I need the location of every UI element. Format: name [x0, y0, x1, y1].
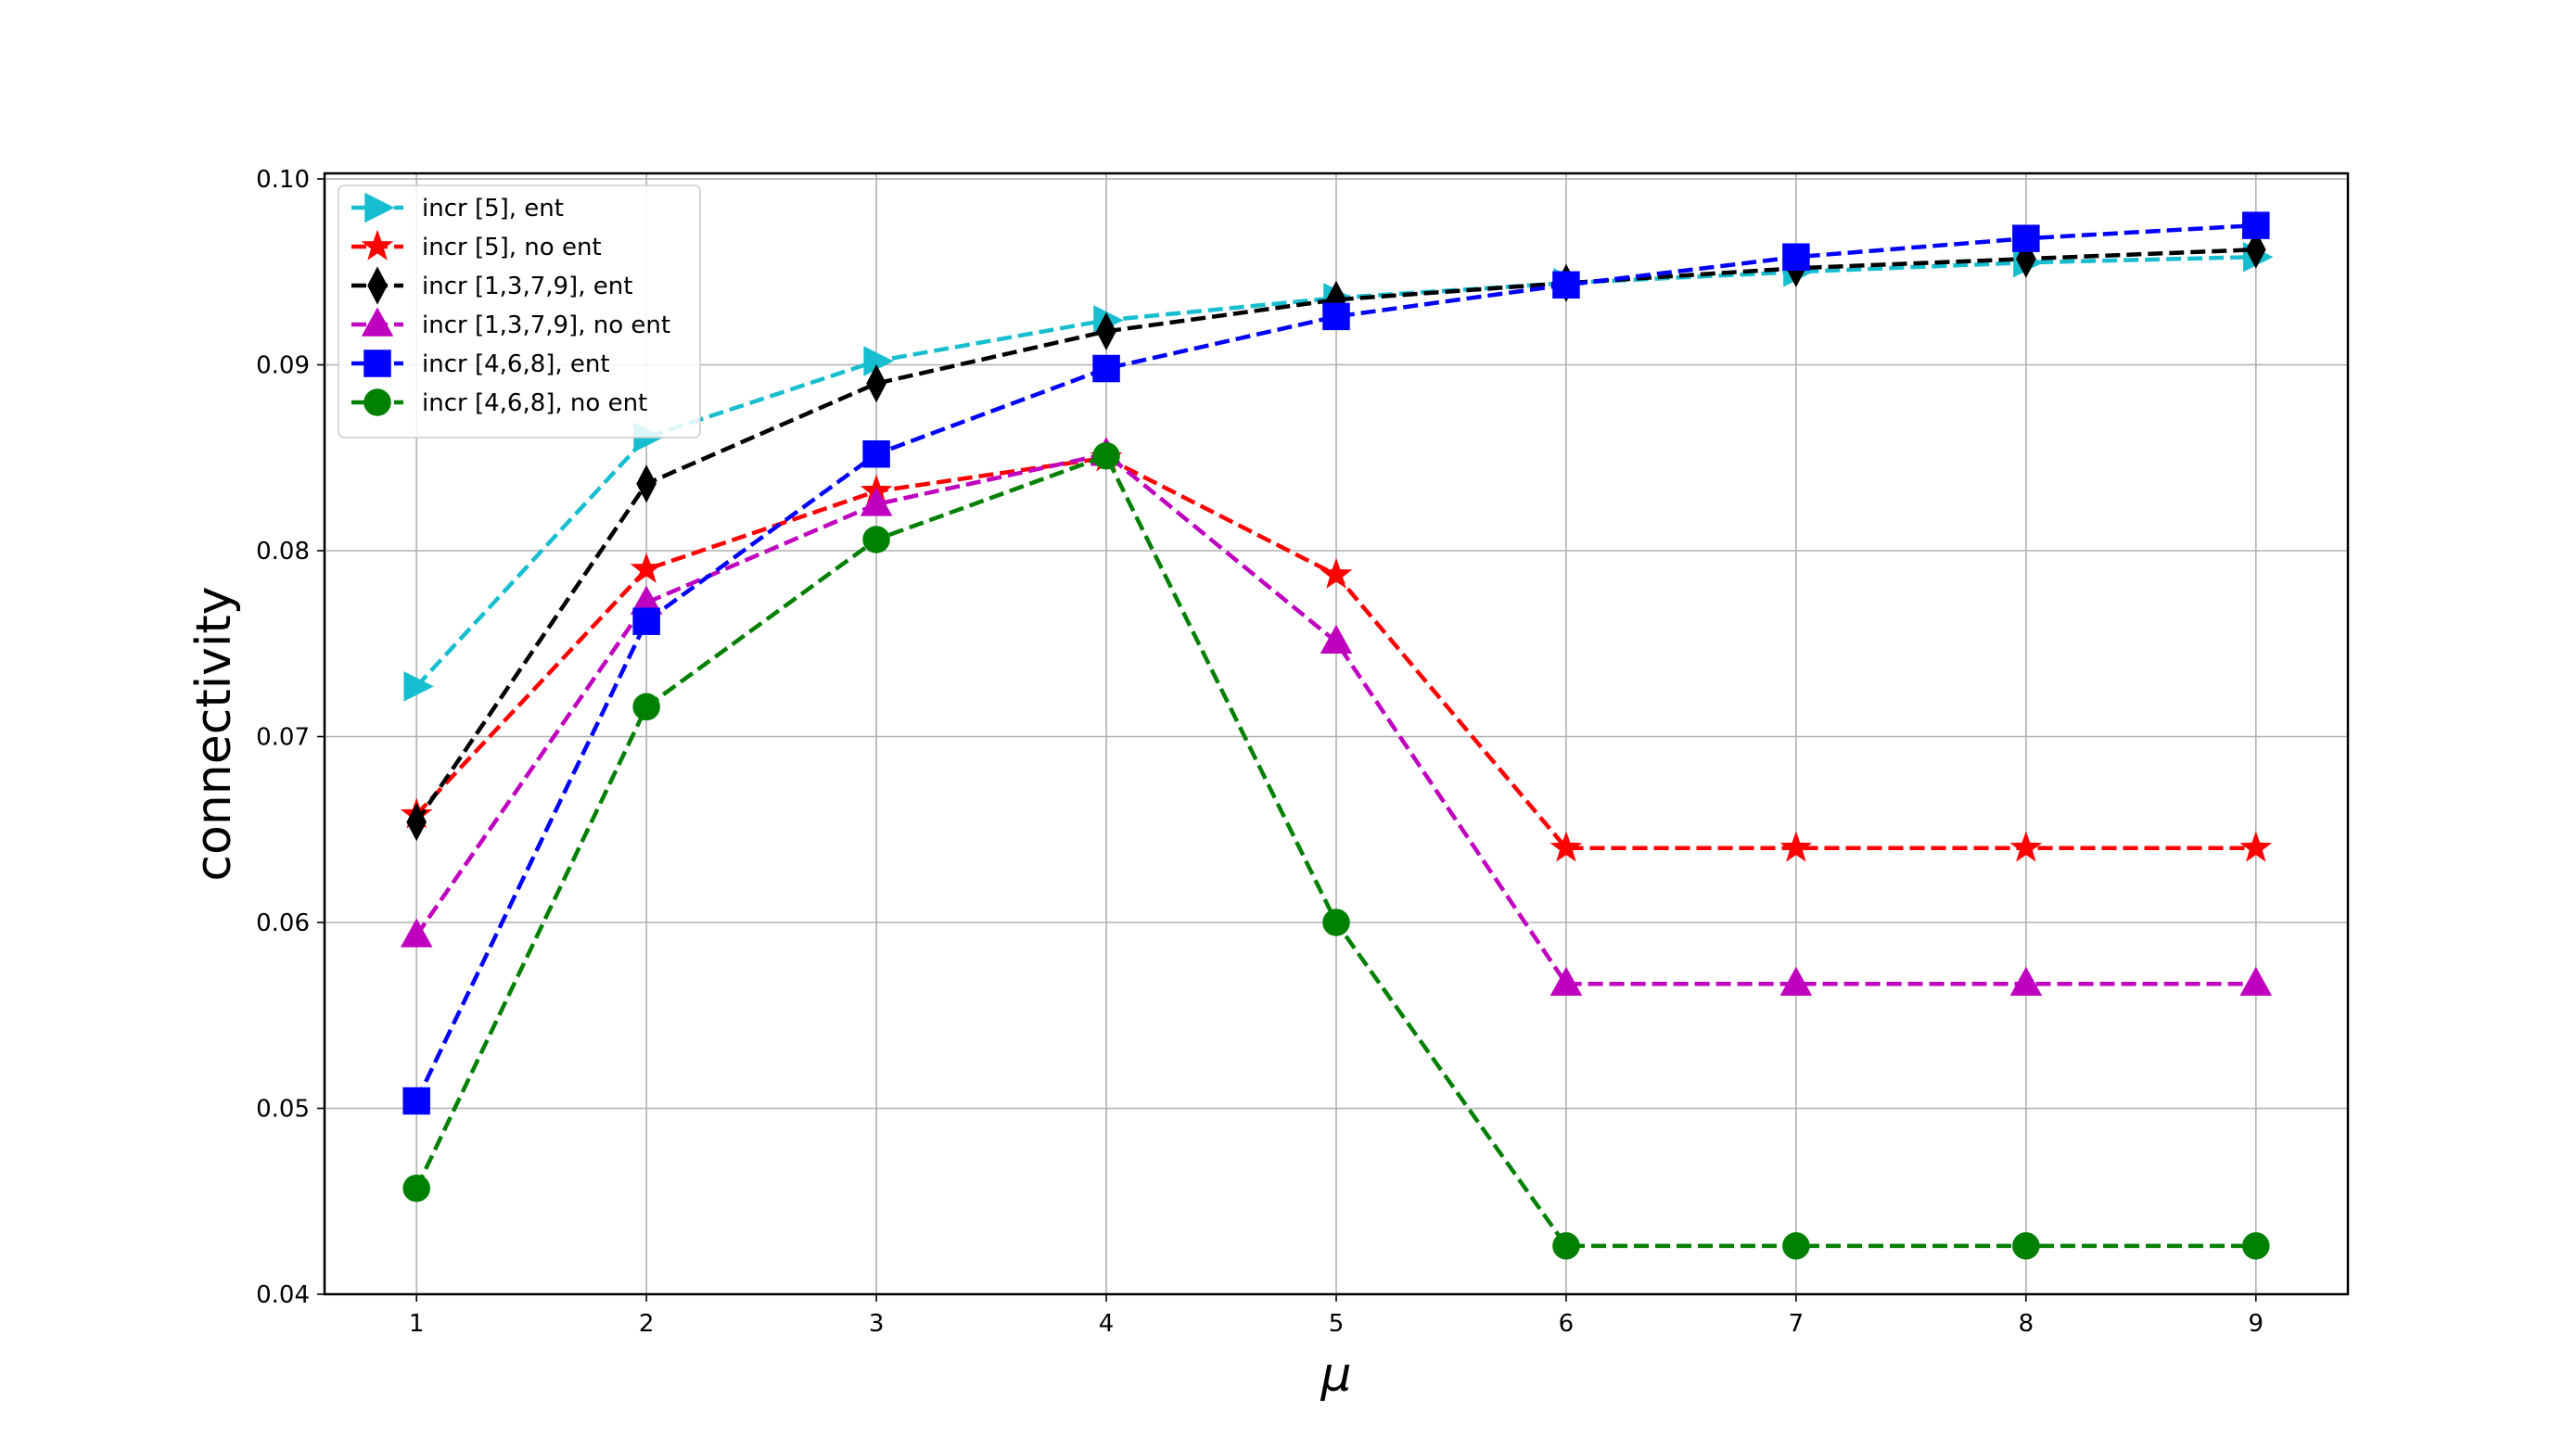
data-point [1092, 442, 1120, 470]
data-point [400, 918, 433, 947]
y-tick-label: 0.04 [256, 1281, 310, 1309]
data-point [2242, 1232, 2270, 1260]
data-point [1779, 831, 1813, 862]
data-point [1322, 909, 1350, 936]
legend-label: incr [1,3,7,9], ent [422, 273, 632, 300]
data-point [1549, 831, 1583, 862]
legend-swatch-marker [361, 307, 394, 337]
data-point [1096, 312, 1116, 351]
data-point [1549, 966, 1583, 996]
y-tick-label: 0.09 [256, 352, 310, 380]
legend-item: incr [1,3,7,9], no ent [351, 307, 670, 339]
data-point [1782, 243, 1810, 271]
data-point [630, 552, 663, 583]
legend-box [338, 184, 701, 439]
data-point [2009, 831, 2043, 862]
x-tick-label: 2 [639, 1310, 655, 1338]
y-tick-label: 0.08 [256, 538, 310, 566]
legend-swatch-marker [363, 350, 391, 377]
data-point [2009, 966, 2043, 996]
series-line [414, 247, 2256, 823]
legend-item: incr [5], no ent [351, 229, 602, 261]
legend-swatch-marker [367, 266, 388, 305]
data-point [1092, 354, 1120, 383]
data-point [403, 671, 434, 702]
data-point [1552, 1232, 1580, 1260]
data-point [862, 440, 890, 468]
data-point [402, 1087, 430, 1115]
series-group [402, 442, 2270, 1260]
legend-swatch-marker [361, 229, 394, 261]
x-tick-label: 5 [1329, 1310, 1345, 1338]
x-tick-label: 7 [1789, 1310, 1804, 1338]
y-tick-label: 0.10 [256, 166, 310, 194]
data-point [402, 1174, 430, 1202]
x-tick-label: 6 [1559, 1310, 1575, 1338]
y-tick-label: 0.06 [256, 909, 310, 937]
legend-label: incr [1,3,7,9], no ent [422, 312, 670, 339]
data-point [860, 487, 893, 516]
data-point [2239, 966, 2273, 996]
y-tick-label: 0.07 [256, 724, 310, 752]
x-tick-label: 8 [2019, 1310, 2034, 1338]
data-point [2245, 230, 2266, 269]
y-axis-label: connectivity [186, 586, 242, 881]
legend-item: incr [4,6,8], ent [351, 350, 610, 378]
legend-label: incr [5], ent [422, 195, 564, 223]
x-axis-label: μ [1320, 1347, 1351, 1403]
data-point [1322, 302, 1350, 331]
data-point [2012, 224, 2040, 252]
data-point [2242, 211, 2270, 239]
x-tick-label: 3 [869, 1310, 885, 1338]
data-point [2012, 1232, 2040, 1260]
data-point [862, 526, 890, 553]
legend-item: incr [5], ent [351, 192, 564, 223]
legend: incr [5], ent incr [5], no ent incr [1,3,7… [338, 184, 701, 439]
x-tick-label: 4 [1099, 1310, 1115, 1338]
legend-label: incr [4,6,8], no ent [422, 389, 647, 417]
data-point [632, 693, 660, 721]
y-tick-label: 0.05 [256, 1096, 310, 1124]
x-tick-label: 9 [2249, 1310, 2264, 1338]
data-point [406, 803, 427, 842]
legend-label: incr [4,6,8], ent [422, 350, 610, 378]
data-point [632, 607, 660, 635]
data-point [1552, 271, 1580, 299]
legend-swatch-marker [364, 192, 395, 223]
legend-swatch-marker [363, 388, 391, 416]
data-point [1782, 1232, 1810, 1260]
series-group [402, 211, 2270, 1115]
data-point [1320, 624, 1353, 655]
axis-ticks: 1 2 3 4 5 6 7 8 9 0.04 0.05 0.06 0.07 0.08 0.09 0.10 [256, 166, 2264, 1338]
data-point [2239, 831, 2273, 862]
data-point [866, 363, 886, 403]
series-line [414, 223, 2256, 1102]
x-tick-label: 1 [409, 1310, 425, 1338]
legend-item: incr [4,6,8], no ent [351, 388, 647, 417]
data-point [1320, 557, 1353, 589]
data-point [636, 464, 657, 503]
legend-item: incr [1,3,7,9], ent [351, 266, 632, 305]
legend-label: incr [5], no ent [422, 234, 602, 261]
series-group [400, 437, 2273, 996]
data-point [1779, 966, 1813, 996]
